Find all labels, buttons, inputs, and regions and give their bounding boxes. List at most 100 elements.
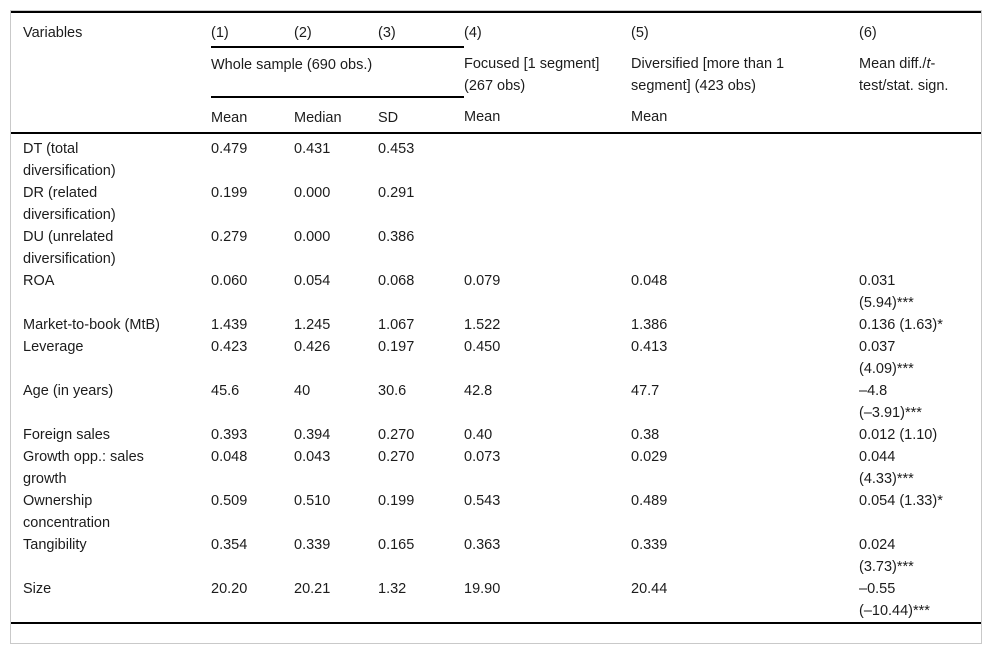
table-row: DT (total diversification) 0.479 0.431 0… bbox=[11, 133, 981, 182]
diversified-mean-cell bbox=[631, 226, 859, 270]
col-number-4: (4) bbox=[464, 25, 482, 41]
whole-median-cell: 0.000 bbox=[294, 185, 331, 201]
mean-diff-cell bbox=[859, 182, 981, 226]
focused-mean-cell: 0.543 bbox=[464, 493, 501, 509]
focused-mean-cell: 0.363 bbox=[464, 537, 501, 553]
table-row: Foreign sales 0.393 0.394 0.270 0.40 0.3… bbox=[11, 424, 981, 446]
mean-diff-cell: 0.024 (3.73)*** bbox=[859, 534, 981, 578]
whole-mean-cell: 0.279 bbox=[211, 229, 248, 245]
col-number-5: (5) bbox=[631, 25, 649, 41]
table-body: DT (total diversification) 0.479 0.431 0… bbox=[11, 133, 981, 623]
focused-mean-cell bbox=[464, 226, 631, 270]
table-row: Tangibility 0.354 0.339 0.165 0.363 0.33… bbox=[11, 534, 981, 578]
whole-sample-group-header: Whole sample (690 obs.) bbox=[211, 46, 464, 98]
mean-diff-line1: 0.012 (1.10) bbox=[859, 427, 938, 443]
mean-diff-cell: 0.012 (1.10) bbox=[859, 424, 981, 446]
col-number-6: (6) bbox=[859, 25, 877, 41]
mean-diff-cell bbox=[859, 133, 981, 182]
whole-mean-cell: 0.509 bbox=[211, 493, 248, 509]
variable-name-cell: Growth opp.: sales growth bbox=[23, 449, 144, 487]
whole-sd-cell: 0.165 bbox=[378, 537, 415, 553]
variable-name-cell: ROA bbox=[23, 273, 55, 289]
diversified-mean-cell: 0.339 bbox=[631, 537, 668, 553]
focused-mean-cell: 1.522 bbox=[464, 317, 501, 333]
mean-diff-cell: 0.054 (1.33)* bbox=[859, 490, 981, 534]
mean-diff-header-empty bbox=[859, 97, 981, 134]
whole-mean-cell: 0.479 bbox=[211, 141, 248, 157]
diversified-mean-cell: 0.489 bbox=[631, 493, 668, 509]
variable-name-cell: Market-to-book (MtB) bbox=[23, 317, 160, 333]
focused-mean-cell: 42.8 bbox=[464, 383, 493, 399]
whole-mean-cell: 1.439 bbox=[211, 317, 248, 333]
mean-diff-line1: –4.8 bbox=[859, 383, 888, 399]
variable-name-cell: Ownership concentration bbox=[23, 493, 111, 531]
col-number-3: (3) bbox=[378, 25, 396, 41]
whole-sd-cell: 30.6 bbox=[378, 383, 407, 399]
variable-name-cell: DU (unrelated diversification) bbox=[23, 229, 116, 267]
whole-median-cell: 40 bbox=[294, 383, 311, 399]
whole-median-header: Median bbox=[294, 97, 378, 134]
table-row: DU (unrelated diversification) 0.279 0.0… bbox=[11, 226, 981, 270]
focused-mean-cell: 0.073 bbox=[464, 449, 501, 465]
focused-mean-header: Mean bbox=[464, 97, 631, 134]
mean-diff-cell bbox=[859, 226, 981, 270]
focused-group-header: Focused [1 segment] (267 obs) bbox=[464, 56, 600, 94]
whole-median-cell: 0.426 bbox=[294, 339, 331, 355]
mean-diff-line2: (4.09)*** bbox=[859, 361, 914, 377]
mean-diff-label-t: t bbox=[926, 56, 931, 72]
whole-median-cell: 0.054 bbox=[294, 273, 331, 289]
diversified-mean-cell: 1.386 bbox=[631, 317, 668, 333]
whole-mean-cell: 0.048 bbox=[211, 449, 248, 465]
whole-median-cell: 0.394 bbox=[294, 427, 331, 443]
whole-median-cell: 0.000 bbox=[294, 229, 331, 245]
table-row: Market-to-book (MtB) 1.439 1.245 1.067 1… bbox=[11, 314, 981, 336]
mean-diff-cell: –0.55 (–10.44)*** bbox=[859, 578, 981, 623]
col-number-2: (2) bbox=[294, 25, 312, 41]
whole-mean-cell: 0.423 bbox=[211, 339, 248, 355]
whole-sd-cell: 1.32 bbox=[378, 581, 407, 597]
focused-mean-cell: 0.079 bbox=[464, 273, 501, 289]
whole-sd-cell: 0.386 bbox=[378, 229, 415, 245]
table-row: Ownership concentration 0.509 0.510 0.19… bbox=[11, 490, 981, 534]
whole-mean-cell: 20.20 bbox=[211, 581, 248, 597]
header-row-group-labels: Whole sample (690 obs.) Focused [1 segme… bbox=[11, 46, 981, 98]
header-row-stat-labels: Mean Median SD Mean Mean bbox=[11, 97, 981, 134]
mean-diff-line1: 0.037 bbox=[859, 339, 896, 355]
diversified-mean-cell: 0.38 bbox=[631, 427, 660, 443]
table-frame: Variables (1) (2) (3) (4) (5) (6) Whole … bbox=[10, 10, 982, 644]
variable-name-cell: Size bbox=[23, 581, 52, 597]
whole-mean-cell: 0.060 bbox=[211, 273, 248, 289]
whole-median-cell: 0.510 bbox=[294, 493, 331, 509]
focused-mean-cell: 19.90 bbox=[464, 581, 501, 597]
mean-diff-cell: 0.037 (4.09)*** bbox=[859, 336, 981, 380]
diversified-mean-cell bbox=[631, 182, 859, 226]
variable-name-cell: Tangibility bbox=[23, 537, 87, 553]
table-row: Age (in years) 45.6 40 30.6 42.8 47.7 –4… bbox=[11, 380, 981, 424]
mean-diff-line2: (4.33)*** bbox=[859, 471, 914, 487]
diversified-mean-cell: 0.048 bbox=[631, 273, 668, 289]
variables-header: Variables bbox=[11, 12, 211, 134]
descriptive-statistics-table: Variables (1) (2) (3) (4) (5) (6) Whole … bbox=[11, 11, 981, 624]
variable-name-cell: DR (related diversification) bbox=[23, 185, 116, 223]
whole-median-cell: 0.043 bbox=[294, 449, 331, 465]
whole-mean-header: Mean bbox=[211, 97, 294, 134]
mean-diff-label-prefix: Mean diff./ bbox=[859, 56, 927, 72]
diversified-mean-cell: 20.44 bbox=[631, 581, 668, 597]
table-row: ROA 0.060 0.054 0.068 0.079 0.048 0.031 (… bbox=[11, 270, 981, 314]
variable-name-cell: DT (total diversification) bbox=[23, 141, 116, 179]
header-row-column-numbers: Variables (1) (2) (3) (4) (5) (6) bbox=[11, 12, 981, 134]
whole-sd-cell: 0.270 bbox=[378, 427, 415, 443]
mean-diff-line1: 0.136 (1.63)* bbox=[859, 317, 943, 333]
diversified-mean-cell bbox=[631, 133, 859, 182]
whole-sd-cell: 0.291 bbox=[378, 185, 415, 201]
whole-median-cell: 20.21 bbox=[294, 581, 331, 597]
mean-diff-cell: –4.8 (–3.91)*** bbox=[859, 380, 981, 424]
mean-diff-label-suffix: -test/stat. sign. bbox=[859, 56, 949, 94]
whole-median-cell: 1.245 bbox=[294, 317, 331, 333]
whole-mean-cell: 0.199 bbox=[211, 185, 248, 201]
variable-name-cell: Age (in years) bbox=[23, 383, 114, 399]
whole-mean-cell: 0.354 bbox=[211, 537, 248, 553]
focused-mean-cell bbox=[464, 182, 631, 226]
table-row: DR (related diversification) 0.199 0.000… bbox=[11, 182, 981, 226]
diversified-group-header: Diversified [more than 1 segment] (423 o… bbox=[631, 56, 785, 94]
